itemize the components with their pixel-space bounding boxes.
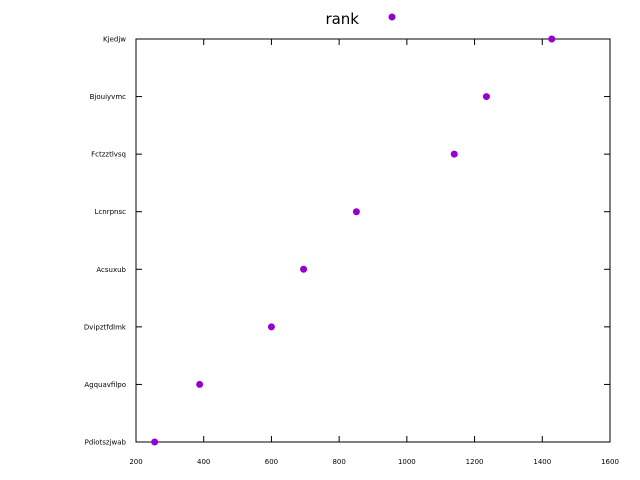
data-point bbox=[482, 93, 490, 101]
data-point bbox=[450, 150, 458, 158]
data-point bbox=[300, 265, 308, 273]
plot-frame bbox=[135, 38, 611, 443]
data-point bbox=[151, 438, 159, 446]
x-axis: 200 400 600 800 1000 1200 1400 1600 bbox=[129, 39, 619, 466]
y-axis: Pdiotszjwab Agquavfilpo Dvipztfdlmk Acsuxub… bbox=[84, 36, 610, 447]
y-tick-label: Bjouiyvmc bbox=[90, 93, 127, 101]
y-tick-label: Agquavfilpo bbox=[84, 381, 126, 389]
x-tick-label: 600 bbox=[265, 458, 278, 466]
y-tick-label: Pdiotszjwab bbox=[85, 439, 127, 447]
series-rank bbox=[151, 35, 556, 446]
x-tick-label: 800 bbox=[332, 458, 345, 466]
x-tick-label: 400 bbox=[197, 458, 210, 466]
data-point bbox=[267, 323, 275, 331]
x-tick-label: 200 bbox=[129, 458, 142, 466]
y-tick-label: Lcnrpnsc bbox=[95, 208, 127, 216]
data-point bbox=[352, 208, 360, 216]
y-tick-label: Dvipztfdlmk bbox=[84, 323, 127, 331]
data-point bbox=[548, 35, 556, 43]
x-tick-label: 1000 bbox=[398, 458, 416, 466]
y-tick-label: Acsuxub bbox=[96, 266, 126, 274]
legend-marker-rank bbox=[388, 13, 396, 21]
y-tick-label: Fctzztlvsq bbox=[91, 151, 126, 159]
y-tick-label: Kjedjw bbox=[103, 36, 126, 44]
legend: rank bbox=[325, 10, 396, 28]
x-tick-label: 1200 bbox=[466, 458, 484, 466]
x-tick-label: 1400 bbox=[533, 458, 551, 466]
x-tick-label: 1600 bbox=[601, 458, 619, 466]
legend-label-rank: rank bbox=[325, 10, 359, 28]
data-point bbox=[196, 380, 204, 388]
